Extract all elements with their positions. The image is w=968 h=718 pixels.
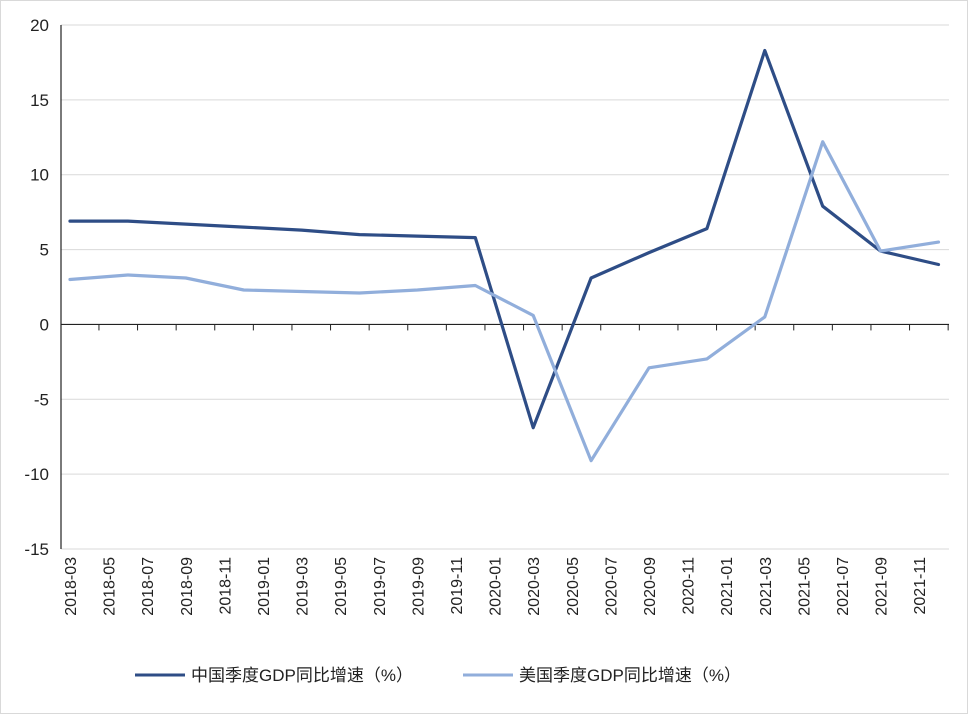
x-tick-label: 2019-07 <box>372 557 389 616</box>
x-tick-label: 2021-05 <box>796 557 813 616</box>
x-tick-label: 2021-01 <box>719 557 736 616</box>
y-tick-label: -10 <box>24 465 49 484</box>
x-tick-label: 2019-11 <box>449 557 466 615</box>
y-tick-label: 5 <box>40 241 49 260</box>
legend-label-usa: 美国季度GDP同比增速（%） <box>519 666 741 685</box>
y-tick-label: -15 <box>24 540 49 559</box>
x-tick-label: 2020-11 <box>681 557 698 615</box>
legend-label-china: 中国季度GDP同比增速（%） <box>191 666 413 685</box>
x-tick-label: 2021-11 <box>912 557 929 615</box>
x-tick-label: 2019-05 <box>333 557 350 616</box>
legend: 中国季度GDP同比增速（%） 美国季度GDP同比增速（%） <box>135 666 741 685</box>
x-tick-label: 2018-03 <box>63 557 80 616</box>
x-tick-label: 2021-03 <box>758 557 775 616</box>
x-tick-label: 2018-11 <box>217 557 234 615</box>
x-tick-label: 2020-07 <box>603 557 620 616</box>
series-lines <box>68 48 941 463</box>
x-tick-label: 2020-09 <box>642 557 659 616</box>
y-tick-label: 15 <box>30 91 49 110</box>
x-tick-label: 2020-01 <box>488 557 505 616</box>
x-tick-label: 2020-03 <box>526 557 543 616</box>
y-tick-label: 0 <box>40 315 49 334</box>
x-tick-label: 2020-05 <box>565 557 582 616</box>
x-tick-label: 2021-09 <box>874 557 891 616</box>
y-axis: 20 15 10 5 0 -5 -10 -15 <box>24 16 62 559</box>
series-line-usa <box>68 140 941 463</box>
series-line-china <box>68 48 941 430</box>
x-tick-label: 2018-07 <box>140 557 157 616</box>
legend-item-china: 中国季度GDP同比增速（%） <box>135 666 413 685</box>
x-tick-label: 2018-09 <box>179 557 196 616</box>
legend-item-usa: 美国季度GDP同比增速（%） <box>463 666 741 685</box>
x-tick-label: 2019-09 <box>410 557 427 616</box>
y-tick-label: 20 <box>30 16 49 35</box>
x-tick-label: 2021-07 <box>835 557 852 616</box>
x-tick-label: 2018-05 <box>102 557 119 616</box>
y-tick-label: 10 <box>30 166 49 185</box>
gridlines <box>61 24 949 550</box>
x-tick-label: 2019-01 <box>256 557 273 616</box>
y-tick-label: -5 <box>34 390 49 409</box>
x-axis: 2018-03 2018-05 2018-07 2018-09 2018-11 2019-… <box>61 323 949 616</box>
x-tick-label: 2019-03 <box>295 557 312 616</box>
